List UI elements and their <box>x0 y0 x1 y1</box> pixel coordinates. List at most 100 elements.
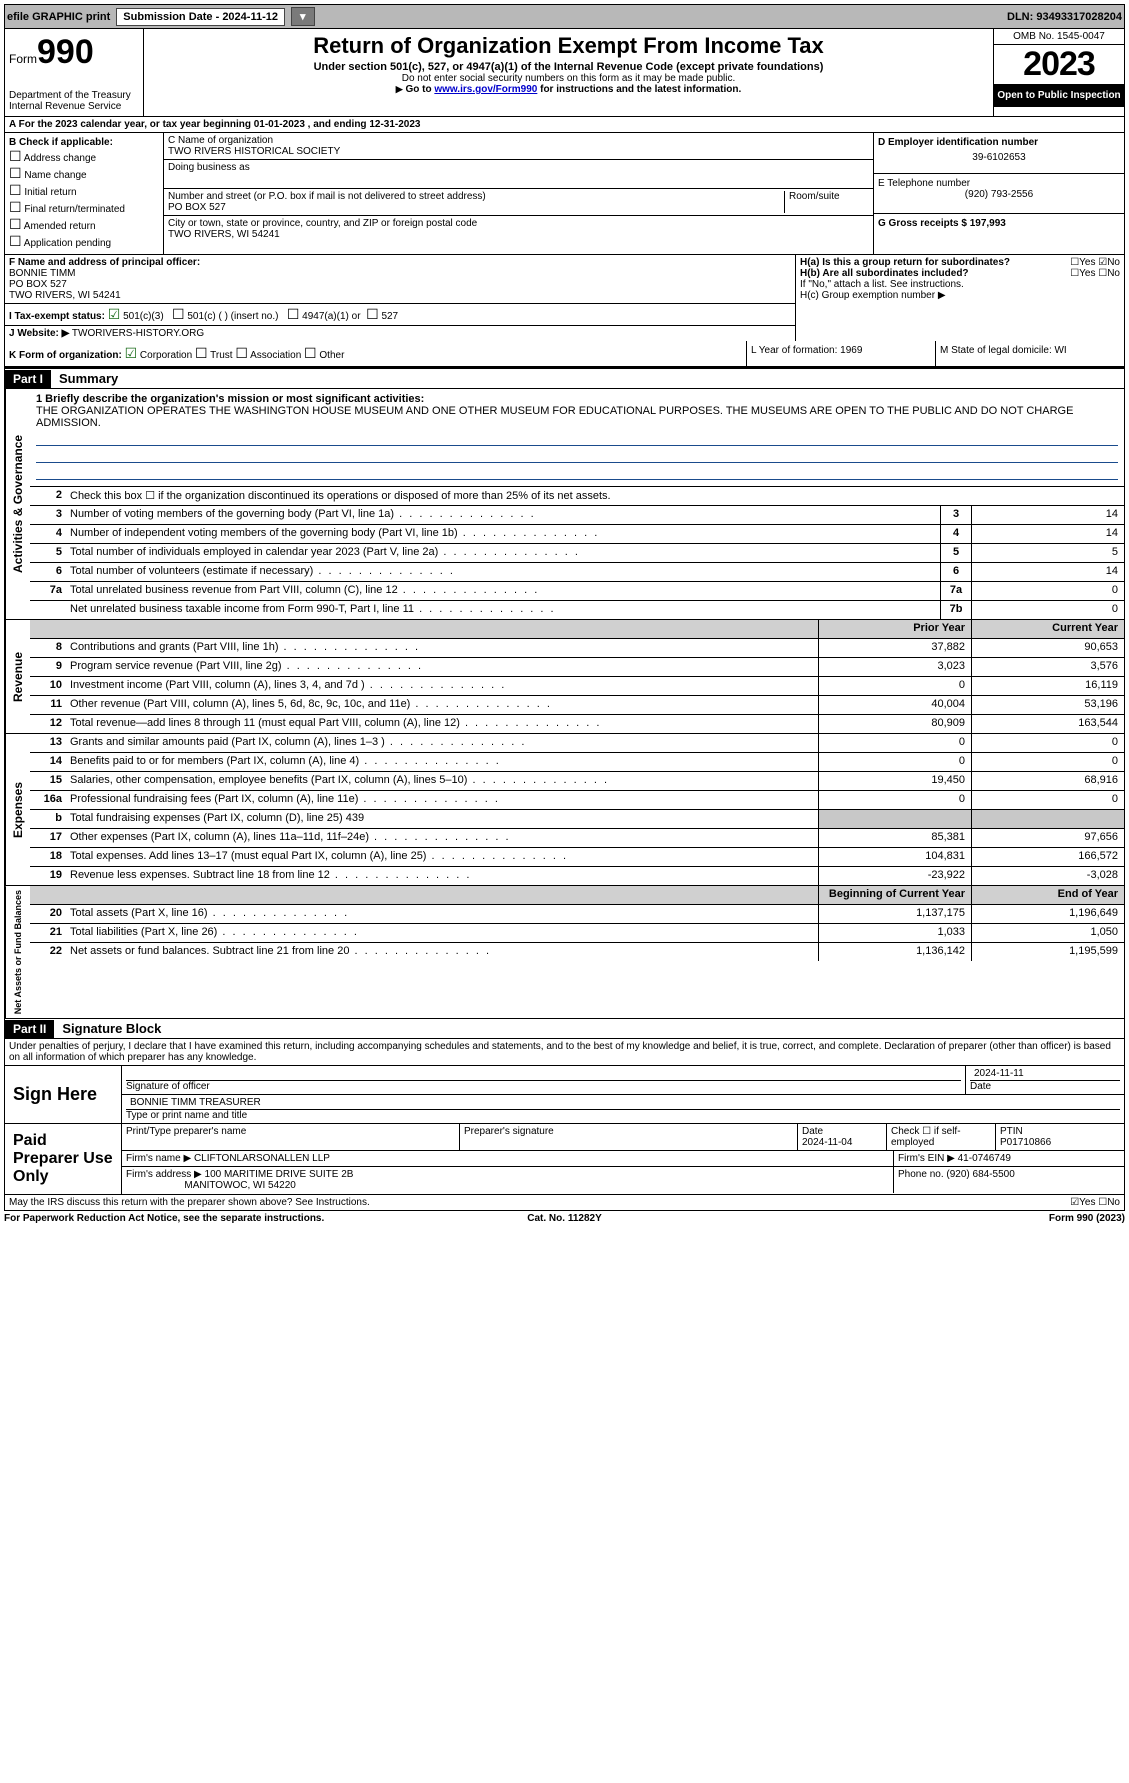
row-num: 18 <box>30 848 66 866</box>
row-eoy: 1,195,599 <box>971 943 1124 961</box>
gross-receipts: G Gross receipts $ 197,993 <box>878 218 1120 229</box>
footer-right: Form 990 (2023) <box>751 1213 1125 1224</box>
dropdown-button[interactable]: ▾ <box>291 7 315 26</box>
part1-title: Summary <box>51 369 126 388</box>
chk-4947[interactable] <box>287 311 300 322</box>
chk-address[interactable]: Address change <box>9 148 159 165</box>
row-hb-note: If "No," attach a list. See instructions… <box>800 279 1120 290</box>
form-instructions: Go to www.irs.gov/Form990 for instructio… <box>148 84 989 95</box>
row-desc: Benefits paid to or for members (Part IX… <box>66 753 818 771</box>
block-fh: F Name and address of principal officer:… <box>4 255 1125 341</box>
chk-pending-label: Application pending <box>24 238 111 249</box>
org-name-label: C Name of organization <box>168 135 869 146</box>
exp-row: 13Grants and similar amounts paid (Part … <box>30 734 1124 752</box>
chk-501c[interactable] <box>172 311 185 322</box>
row-desc: Total unrelated business revenue from Pa… <box>66 582 940 600</box>
exp-row: 15Salaries, other compensation, employee… <box>30 771 1124 790</box>
gov-row: 6Total number of volunteers (estimate if… <box>30 562 1124 581</box>
row-current-gray <box>971 810 1124 828</box>
tax-year: 2023 <box>994 45 1124 84</box>
row-desc: Investment income (Part VIII, column (A)… <box>66 677 818 695</box>
paid-preparer-label: Paid Preparer Use Only <box>5 1124 122 1194</box>
block-bcdeg: B Check if applicable: Address change Na… <box>4 133 1125 255</box>
section-governance: Activities & Governance 1 Briefly descri… <box>4 389 1125 620</box>
firm-name: CLIFTONLARSONALLEN LLP <box>194 1153 330 1164</box>
row-desc: Total number of volunteers (estimate if … <box>66 563 940 581</box>
prep-sig-label: Preparer's signature <box>460 1124 798 1150</box>
rev-row: 8Contributions and grants (Part VIII, li… <box>30 638 1124 657</box>
chk-final[interactable]: Final return/terminated <box>9 199 159 216</box>
col-current: Current Year <box>971 620 1124 638</box>
part2-title: Signature Block <box>54 1019 169 1038</box>
chk-name[interactable]: Name change <box>9 165 159 182</box>
side-governance: Activities & Governance <box>5 389 30 619</box>
city-label: City or town, state or province, country… <box>168 218 869 229</box>
exp-row: 16aProfessional fundraising fees (Part I… <box>30 790 1124 809</box>
prep-date-label: Date <box>802 1126 823 1137</box>
row-current: 68,916 <box>971 772 1124 790</box>
gov-row: 3Number of voting members of the governi… <box>30 505 1124 524</box>
row-num: 20 <box>30 905 66 923</box>
part1-badge: Part I <box>5 370 51 388</box>
row-j: J Website: ▶ TWORIVERS-HISTORY.ORG <box>5 326 795 341</box>
website-value: TWORIVERS-HISTORY.ORG <box>72 328 204 339</box>
row-num: 9 <box>30 658 66 676</box>
discuss-answer[interactable]: ☑Yes ☐No <box>1000 1197 1120 1208</box>
row-i: I Tax-exempt status: 501(c)(3) 501(c) ( … <box>5 304 795 326</box>
row-prior: -23,922 <box>818 867 971 885</box>
tax-status-label: I Tax-exempt status: <box>9 311 105 322</box>
chk-pending[interactable]: Application pending <box>9 233 159 250</box>
row-prior: 40,004 <box>818 696 971 714</box>
row-boy: 1,136,142 <box>818 943 971 961</box>
officer-type-label: Type or print name and title <box>126 1110 247 1121</box>
officer-printed-name: BONNIE TIMM TREASURER <box>126 1097 1120 1110</box>
row-value: 0 <box>971 601 1124 619</box>
row-current: 0 <box>971 734 1124 752</box>
chk-other[interactable] <box>304 350 317 361</box>
chk-corp[interactable] <box>125 350 138 361</box>
col-prior: Prior Year <box>818 620 971 638</box>
row-current: 90,653 <box>971 639 1124 657</box>
exp-row: bTotal fundraising expenses (Part IX, co… <box>30 809 1124 828</box>
col-b-checkboxes: B Check if applicable: Address change Na… <box>5 133 164 254</box>
row-box: 7a <box>940 582 971 600</box>
officer-signature-line[interactable] <box>126 1068 961 1081</box>
website-label: J Website: ▶ <box>9 328 69 339</box>
sig-date-label: Date <box>970 1081 991 1092</box>
chk-amended[interactable]: Amended return <box>9 216 159 233</box>
mission-line <box>36 465 1118 480</box>
row-desc: Net unrelated business taxable income fr… <box>66 601 940 619</box>
footer-mid: Cat. No. 11282Y <box>378 1213 752 1224</box>
row-value: 14 <box>971 506 1124 524</box>
opt-corp: Corporation <box>140 350 192 361</box>
page-footer: For Paperwork Reduction Act Notice, see … <box>4 1211 1125 1226</box>
row-desc: Professional fundraising fees (Part IX, … <box>66 791 818 809</box>
hb-answer[interactable]: ☐Yes ☐No <box>1070 268 1120 279</box>
form-title: Return of Organization Exempt From Incom… <box>148 33 989 59</box>
ha-answer[interactable]: ☐Yes ☑No <box>1070 257 1120 268</box>
row-num: b <box>30 810 66 828</box>
chk-initial[interactable]: Initial return <box>9 182 159 199</box>
irs-link[interactable]: www.irs.gov/Form990 <box>434 84 537 95</box>
chk-trust[interactable] <box>195 350 208 361</box>
prep-self-employed[interactable]: Check ☐ if self-employed <box>887 1124 996 1150</box>
part2-header-row: Part II Signature Block <box>4 1019 1125 1039</box>
public-inspection: Open to Public Inspection <box>994 84 1124 107</box>
row-num: 21 <box>30 924 66 942</box>
chk-assoc[interactable] <box>235 350 248 361</box>
row-num: 14 <box>30 753 66 771</box>
row-value: 14 <box>971 563 1124 581</box>
officer-label: F Name and address of principal officer: <box>9 257 791 268</box>
line2-desc: Check this box ☐ if the organization dis… <box>66 487 1124 505</box>
col-c-orginfo: C Name of organization TWO RIVERS HISTOR… <box>164 133 874 254</box>
org-name: TWO RIVERS HISTORICAL SOCIETY <box>168 146 869 157</box>
line2-num: 2 <box>30 487 66 505</box>
row-prior: 0 <box>818 677 971 695</box>
row-num: 7a <box>30 582 66 600</box>
chk-501c3[interactable] <box>108 311 121 322</box>
form-header: Form990 Department of the Treasury Inter… <box>4 29 1125 117</box>
rev-row: 11Other revenue (Part VIII, column (A), … <box>30 695 1124 714</box>
exp-row: 18Total expenses. Add lines 13–17 (must … <box>30 847 1124 866</box>
exp-row: 19Revenue less expenses. Subtract line 1… <box>30 866 1124 885</box>
chk-527[interactable] <box>366 311 379 322</box>
